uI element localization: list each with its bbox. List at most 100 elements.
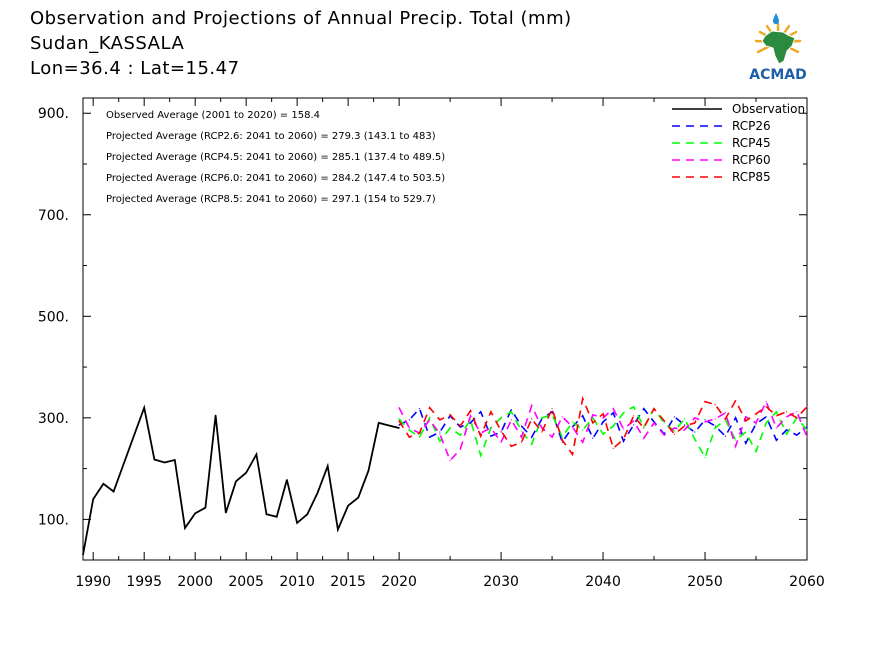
data-point-rcp85 <box>480 435 482 437</box>
data-point-rcp45 <box>531 443 533 445</box>
data-point-observation <box>378 422 380 424</box>
data-point-rcp85 <box>724 418 727 420</box>
location-label: Sudan_KASSALA <box>30 33 185 54</box>
data-point-observation <box>296 522 298 524</box>
data-point-rcp26 <box>735 417 737 419</box>
data-point-rcp85 <box>622 438 625 440</box>
data-point-rcp85 <box>714 404 716 406</box>
data-point-observation <box>225 512 227 514</box>
data-point-rcp45 <box>459 434 461 436</box>
x-axis-labels: 1990 1995 2000 2005 2010 2015 2020 2030 2040 2050… <box>75 574 824 590</box>
data-point-rcp60 <box>633 420 635 422</box>
annotation-line: Observed Average (2001 to 2020) = 158.4 <box>106 110 320 121</box>
y-tick-label: 300. <box>38 411 69 427</box>
data-point-rcp45 <box>439 440 441 442</box>
data-point-rcp85 <box>612 447 614 449</box>
data-point-rcp85 <box>602 413 604 415</box>
series-line-observation <box>82 404 400 556</box>
data-point-rcp85 <box>449 414 451 416</box>
data-point-rcp85 <box>745 420 747 422</box>
legend-label-rcp26: RCP26 <box>732 119 771 133</box>
data-point-rcp26 <box>480 411 482 413</box>
data-point-observation <box>398 427 400 429</box>
data-point-rcp60 <box>398 407 400 409</box>
data-point-rcp45 <box>612 425 614 427</box>
data-point-observation <box>265 513 268 515</box>
data-point-rcp26 <box>418 408 421 410</box>
data-point-rcp85 <box>663 420 665 422</box>
data-point-rcp60 <box>459 448 461 450</box>
data-point-rcp85 <box>796 417 798 419</box>
data-point-rcp45 <box>429 417 431 419</box>
data-point-rcp60 <box>510 419 512 421</box>
data-point-rcp60 <box>612 408 614 410</box>
data-point-observation <box>163 461 166 464</box>
data-point-rcp60 <box>796 411 798 413</box>
data-point-rcp85 <box>439 419 441 421</box>
data-point-observation <box>214 414 217 416</box>
series-line-rcp60 <box>398 399 808 462</box>
data-point-rcp60 <box>653 422 655 424</box>
x-tick-label: 1995 <box>126 574 162 590</box>
data-point-observation <box>357 496 359 499</box>
data-point-rcp26 <box>612 412 614 414</box>
data-point-rcp45 <box>755 450 757 452</box>
data-point-rcp45 <box>806 429 808 431</box>
data-point-observation <box>143 407 145 409</box>
data-point-rcp60 <box>775 427 778 429</box>
annotation-line: Projected Average (RCP6.0: 2041 to 2060)… <box>106 173 445 184</box>
data-point-rcp85 <box>551 408 553 410</box>
data-point-rcp85 <box>541 431 543 433</box>
data-point-rcp26 <box>704 419 706 421</box>
annotation-line: Projected Average (RCP2.6: 2041 to 2060)… <box>106 131 436 142</box>
data-point-rcp45 <box>622 412 625 414</box>
x-tick-label: 2000 <box>177 574 213 590</box>
data-point-rcp45 <box>418 436 421 438</box>
data-point-rcp60 <box>541 427 543 429</box>
data-point-rcp85 <box>561 439 563 441</box>
chart-title: Observation and Projections of Annual Pr… <box>30 8 572 29</box>
legend-label-rcp85: RCP85 <box>732 170 771 184</box>
data-point-rcp60 <box>694 417 696 419</box>
data-point-observation <box>174 459 176 461</box>
data-point-observation <box>316 492 319 494</box>
data-point-rcp45 <box>541 417 543 419</box>
data-point-rcp60 <box>408 427 410 429</box>
data-point-rcp45 <box>520 430 523 432</box>
data-point-rcp26 <box>582 415 584 417</box>
annotation-line: Projected Average (RCP4.5: 2041 to 2060)… <box>106 152 445 163</box>
data-point-rcp85 <box>643 427 645 429</box>
data-point-observation <box>347 505 349 507</box>
data-point-rcp85 <box>765 406 767 408</box>
data-point-rcp45 <box>694 438 696 440</box>
y-axis-labels: 100. 300. 500. 700. 900. <box>38 106 69 528</box>
data-point-rcp85 <box>694 422 696 424</box>
data-point-rcp26 <box>694 431 696 433</box>
data-point-rcp85 <box>806 406 808 408</box>
x-tick-label: 2005 <box>228 574 264 590</box>
data-point-rcp60 <box>551 436 553 438</box>
data-point-rcp85 <box>531 418 533 420</box>
y-tick-label: 100. <box>38 512 69 528</box>
data-point-rcp45 <box>510 411 512 413</box>
data-point-rcp45 <box>480 454 482 457</box>
data-point-rcp60 <box>449 459 451 462</box>
data-point-observation <box>184 527 186 529</box>
data-point-rcp45 <box>398 418 400 420</box>
data-point-rcp60 <box>561 416 563 418</box>
data-point-rcp60 <box>622 428 625 430</box>
data-point-rcp60 <box>786 416 788 418</box>
data-point-rcp45 <box>735 439 737 441</box>
data-point-rcp26 <box>531 436 533 438</box>
chart-series <box>82 395 808 556</box>
data-point-rcp45 <box>786 433 788 435</box>
data-point-rcp85 <box>704 401 706 403</box>
x-tick-label: 2020 <box>381 574 417 590</box>
data-point-rcp26 <box>796 434 798 436</box>
data-point-rcp60 <box>429 419 431 421</box>
data-point-rcp45 <box>500 417 502 419</box>
plot-frame <box>82 97 808 561</box>
data-point-rcp85 <box>775 415 778 417</box>
data-point-rcp45 <box>602 433 604 435</box>
data-point-observation <box>153 458 155 461</box>
